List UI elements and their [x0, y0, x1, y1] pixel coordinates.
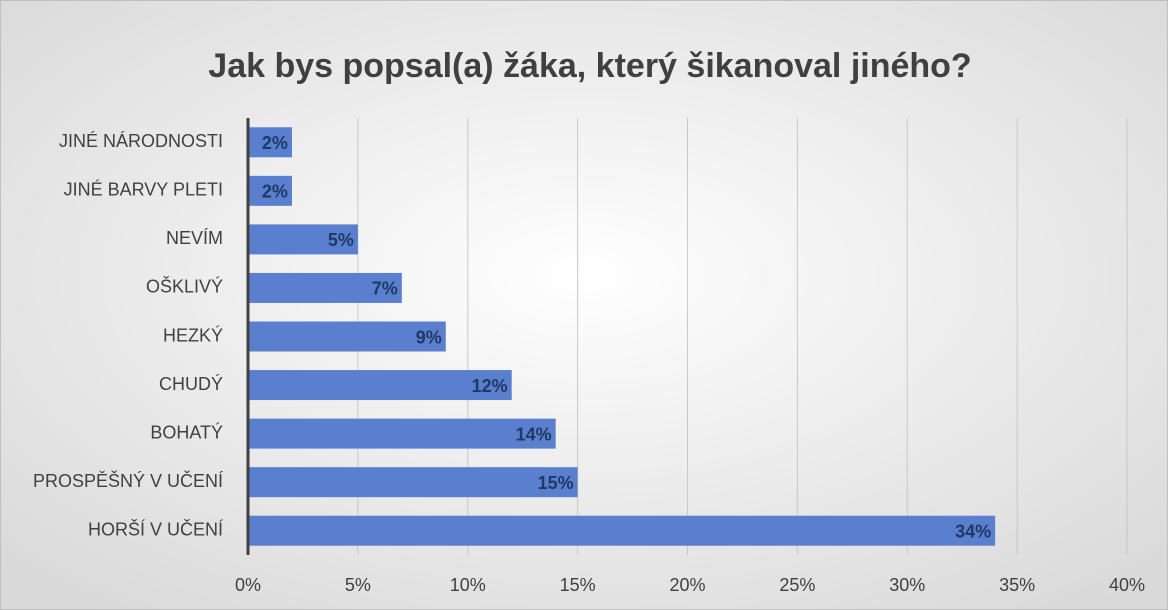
y-tick-label: NEVÍM: [166, 228, 223, 248]
x-tick-label: 0%: [235, 575, 261, 595]
data-label: 12%: [472, 376, 508, 396]
y-tick-label: HEZKÝ: [163, 325, 223, 345]
data-label: 2%: [262, 133, 288, 153]
bar: [248, 127, 292, 158]
data-label: 15%: [538, 473, 574, 493]
x-tick-label: 15%: [560, 575, 596, 595]
y-tick-label: PROSPĚŠNÝ V UČENÍ: [33, 470, 223, 491]
bar: [248, 370, 512, 401]
x-tick-label: 20%: [669, 575, 705, 595]
x-tick-label: 35%: [999, 575, 1035, 595]
x-tick-label: 5%: [345, 575, 371, 595]
y-tick-label: HORŠÍ V UČENÍ: [88, 518, 223, 539]
y-tick-label: JINÉ NÁRODNOSTI: [59, 131, 223, 151]
data-label: 7%: [372, 279, 398, 299]
data-label: 5%: [328, 230, 354, 250]
bar: [248, 272, 402, 303]
x-tick-label: 30%: [889, 575, 925, 595]
x-tick-label: 40%: [1109, 575, 1145, 595]
bar: [248, 321, 446, 352]
bar: [248, 467, 578, 498]
x-tick-label: 25%: [779, 575, 815, 595]
data-label: 9%: [416, 327, 442, 347]
bar: [248, 515, 996, 546]
y-tick-label: JINÉ BARVY PLETI: [64, 180, 223, 200]
data-label: 14%: [516, 424, 552, 444]
chart-title: Jak bys popsal(a) žáka, který šikanoval …: [208, 47, 971, 85]
bar: [248, 224, 358, 255]
bar: [248, 175, 292, 206]
x-tick-label: 10%: [450, 575, 486, 595]
y-tick-label: BOHATÝ: [150, 422, 223, 442]
bar: [248, 418, 556, 449]
data-label: 2%: [262, 182, 288, 202]
data-label: 34%: [955, 521, 991, 541]
y-tick-label: OŠKLIVÝ: [146, 276, 223, 297]
y-tick-label: CHUDÝ: [159, 374, 223, 394]
